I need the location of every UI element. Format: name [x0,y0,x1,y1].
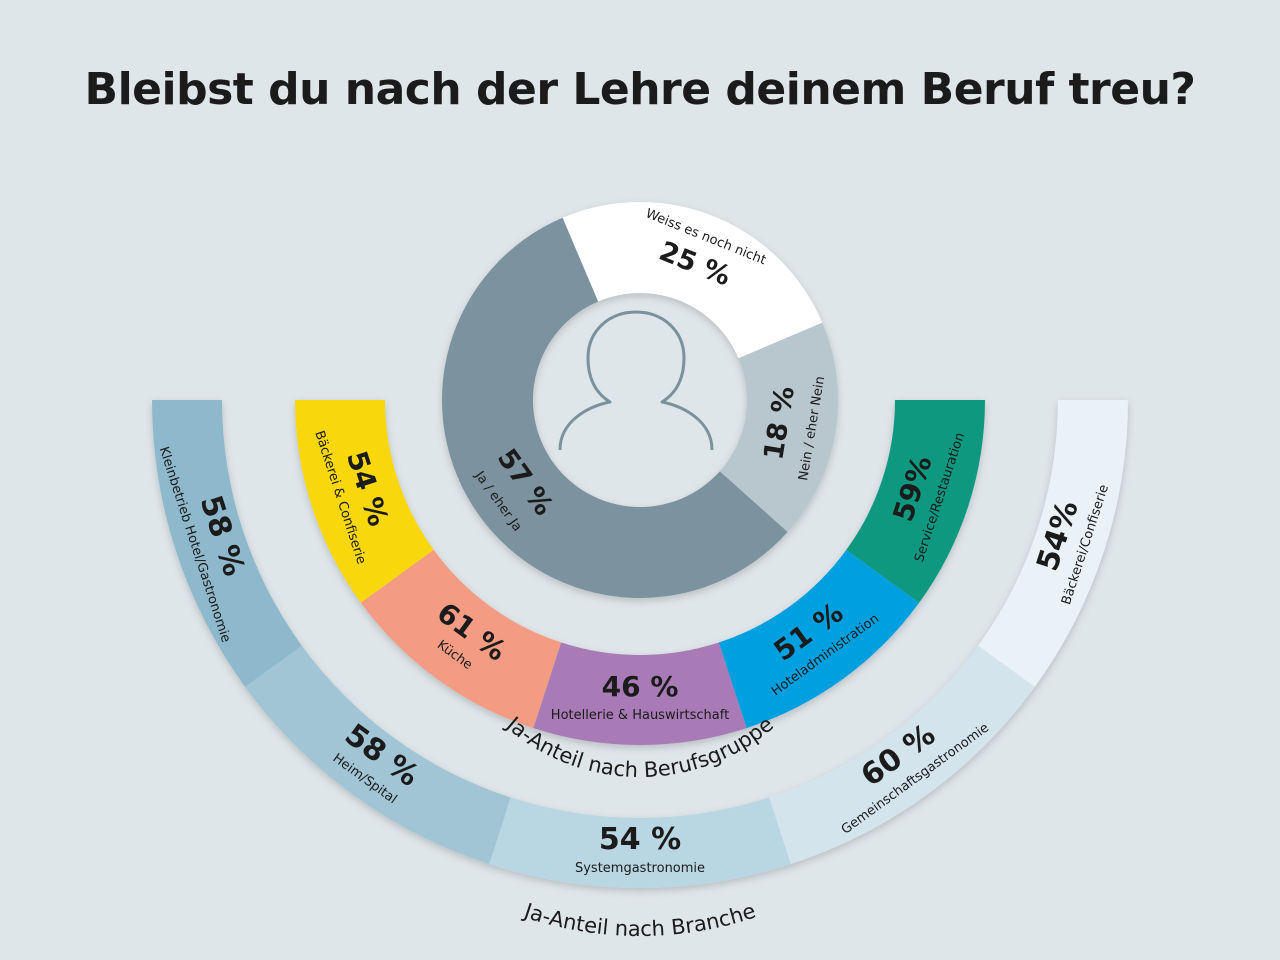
branche-value-systemgastronomie: 54 % [599,822,681,857]
berufsgruppe-value-hotellerie-hauswirtschaft: 46 % [602,670,679,703]
branche-label-group-systemgastronomie: 54 % Systemgastronomie [575,822,705,876]
donut-chart [442,202,839,598]
berufsgruppe-label-group-hotellerie-hauswirtschaft: 46 % Hotellerie & Hauswirtschaft [551,670,729,723]
donut-slice-ja-eher-ja [442,217,788,598]
person-icon [558,310,714,451]
berufsgruppe-label-group-hoteladministration: 51 %Hoteladministration [768,596,882,699]
branche-label-systemgastronomie: Systemgastronomie [575,861,705,876]
donut-slice-weiss-es-noch-nicht [562,202,823,359]
berufsgruppe-segment-service-restauration [846,400,985,603]
branche-ring [152,400,1128,888]
donut-slice-nein-eher-nein [719,322,839,532]
berufsgruppe-segment-küche [360,549,562,729]
berufsgruppe-ring [295,400,985,745]
berufsgruppe-segment-hoteladministration [718,549,920,729]
branche-segment-kleinbetrieb-hotel-gastronomie [152,400,302,687]
berufsgruppe-label-hotellerie-hauswirtschaft: Hotellerie & Hauswirtschaft [551,708,729,723]
branche-segment-gemeinschaftsgastronomie [769,645,1035,865]
branche-heading: Ja-Anteil nach Branche [520,898,759,941]
branche-segment-systemgastronomie [489,797,791,888]
berufsgruppe-segment-hotellerie-hauswirtschaft [533,642,747,745]
branche-segment-heim-spital [245,645,511,865]
berufsgruppe-segment-bäckerei-confiserie [295,400,434,603]
chart-title: Bleibst du nach der Lehre deinem Beruf t… [85,64,1196,115]
branche-segment-bäckerei-confiserie [978,400,1128,687]
